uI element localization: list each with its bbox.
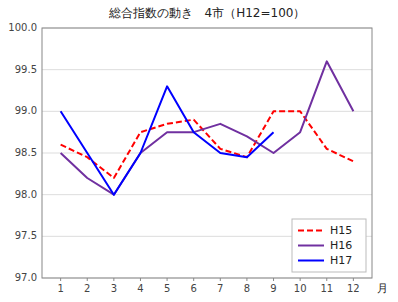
x-tick-label: 2 [84,283,90,294]
x-axis-label: 月 [377,282,388,295]
chart: 97.097.598.098.599.099.5100.012345678910… [0,0,398,302]
y-tick-label: 100.0 [8,22,37,33]
legend-swatch [298,230,324,232]
x-tick-label: 7 [217,283,223,294]
legend-label: H15 [330,224,352,237]
series-line [61,61,354,194]
x-tick-label: 10 [294,283,307,294]
plot-frame [42,28,372,278]
x-tick-label: 1 [57,283,63,294]
legend-label: H17 [330,254,352,267]
series-line [61,86,274,194]
series-line [61,111,354,178]
grid-line [42,111,372,112]
legend-swatch [298,260,324,262]
x-tick-label: 5 [164,283,170,294]
legend-box [292,219,366,272]
x-tick-label: 12 [347,283,360,294]
y-tick-label: 97.0 [15,272,37,283]
lines [61,61,354,194]
grid-line [42,153,372,154]
legend-label: H16 [330,239,352,252]
y-tick-label: 99.0 [15,105,37,116]
title: 総合指数の動き 4市（H12=100） [108,6,306,20]
x-tick-label: 11 [320,283,333,294]
x-tick-label: 6 [191,283,197,294]
y-tick-label: 99.5 [15,64,37,75]
y-tick-label: 98.0 [15,189,37,200]
legend: H15 H16 H17 [292,219,366,272]
grid-line [42,194,372,195]
x-tick-label: 4 [137,283,143,294]
y-tick-label: 97.5 [15,230,37,241]
x-tick-label: 3 [111,283,117,294]
legend-swatch [298,245,324,247]
x-tick-label: 8 [244,283,250,294]
grid [42,28,372,278]
y-tick-label: 98.5 [15,147,37,158]
x-tick-label: 9 [270,283,276,294]
